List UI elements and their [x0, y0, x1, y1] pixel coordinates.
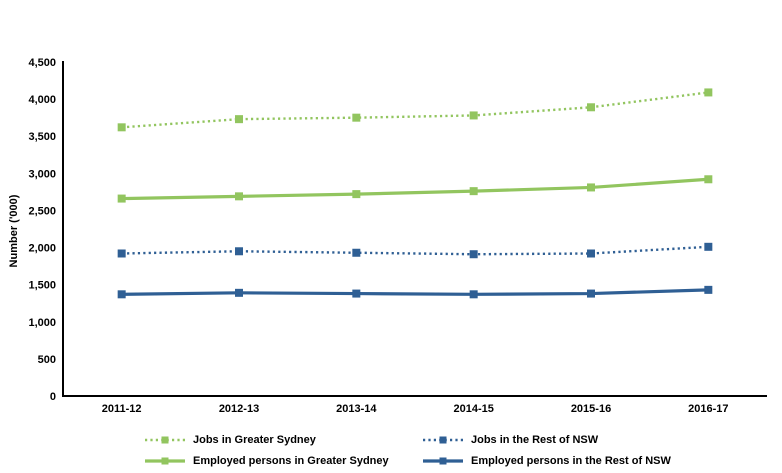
- legend-item: Jobs in Greater Sydney: [145, 431, 423, 449]
- y-tick-label: 4,500: [28, 57, 56, 69]
- data-point-marker: [235, 288, 243, 297]
- y-tick-label: 2,500: [28, 205, 56, 217]
- series-line: [121, 245, 709, 256]
- y-tick-label: 2,000: [28, 243, 56, 255]
- series-line: [121, 91, 709, 129]
- legend-marker-dotted-line: [145, 436, 185, 444]
- data-point-marker: [469, 290, 478, 299]
- legend-item: Jobs in the Rest of NSW: [423, 431, 671, 449]
- series-line: [121, 288, 709, 296]
- data-point-marker: [469, 250, 478, 259]
- y-tick-label: 500: [38, 354, 56, 366]
- y-tick-label: 3,500: [28, 131, 56, 143]
- series-line: [121, 177, 709, 201]
- legend-item: Employed persons in the Rest of NSW: [423, 452, 671, 470]
- data-point-marker: [469, 187, 478, 196]
- legend-label: Employed persons in the Rest of NSW: [471, 455, 671, 467]
- data-point-marker: [704, 285, 713, 294]
- data-point-marker: [587, 289, 595, 298]
- x-tick-label: 2011-12: [102, 403, 142, 415]
- data-point-marker: [117, 194, 126, 203]
- data-point-marker: [587, 183, 595, 192]
- data-point-marker: [235, 192, 243, 201]
- data-point-marker: [352, 248, 361, 257]
- y-tick-label: 0: [50, 391, 56, 403]
- data-point-marker: [352, 289, 361, 298]
- data-point-marker: [235, 247, 243, 256]
- data-point-marker: [235, 115, 243, 124]
- data-point-marker: [469, 111, 478, 120]
- data-point-marker: [352, 190, 361, 199]
- data-point-marker: [587, 103, 595, 112]
- y-tick-label: 1,500: [28, 280, 56, 292]
- legend-marker-dotted-line: [423, 436, 463, 444]
- data-point-marker: [117, 290, 126, 299]
- data-point-marker: [117, 123, 126, 132]
- legend-label: Employed persons in Greater Sydney: [193, 455, 389, 467]
- x-tick-label: 2013-14: [336, 403, 377, 415]
- x-tick-label: 2016-17: [688, 403, 728, 415]
- y-tick-label: 3,000: [28, 168, 56, 180]
- legend: Jobs in Greater Sydney Jobs in the Rest o…: [145, 431, 671, 470]
- data-point-marker: [704, 175, 713, 184]
- legend-label: Jobs in Greater Sydney: [193, 434, 316, 446]
- y-tick-label: 1,000: [28, 317, 56, 329]
- x-tick-label: 2014-15: [453, 403, 493, 415]
- legend-item: Employed persons in Greater Sydney: [145, 452, 423, 470]
- data-point-marker: [352, 113, 361, 122]
- x-tick-label: 2012-13: [219, 403, 259, 415]
- y-tick-label: 4,000: [28, 94, 56, 106]
- y-axis-title: Number ('000): [8, 194, 20, 268]
- data-point-marker: [587, 249, 595, 258]
- legend-marker-solid-line: [423, 457, 463, 465]
- legend-label: Jobs in the Rest of NSW: [471, 434, 599, 446]
- data-point-marker: [704, 88, 713, 97]
- legend-marker-solid-line: [145, 457, 185, 465]
- x-tick-label: 2015-16: [571, 403, 611, 415]
- data-point-marker: [117, 249, 126, 258]
- data-point-marker: [704, 242, 713, 251]
